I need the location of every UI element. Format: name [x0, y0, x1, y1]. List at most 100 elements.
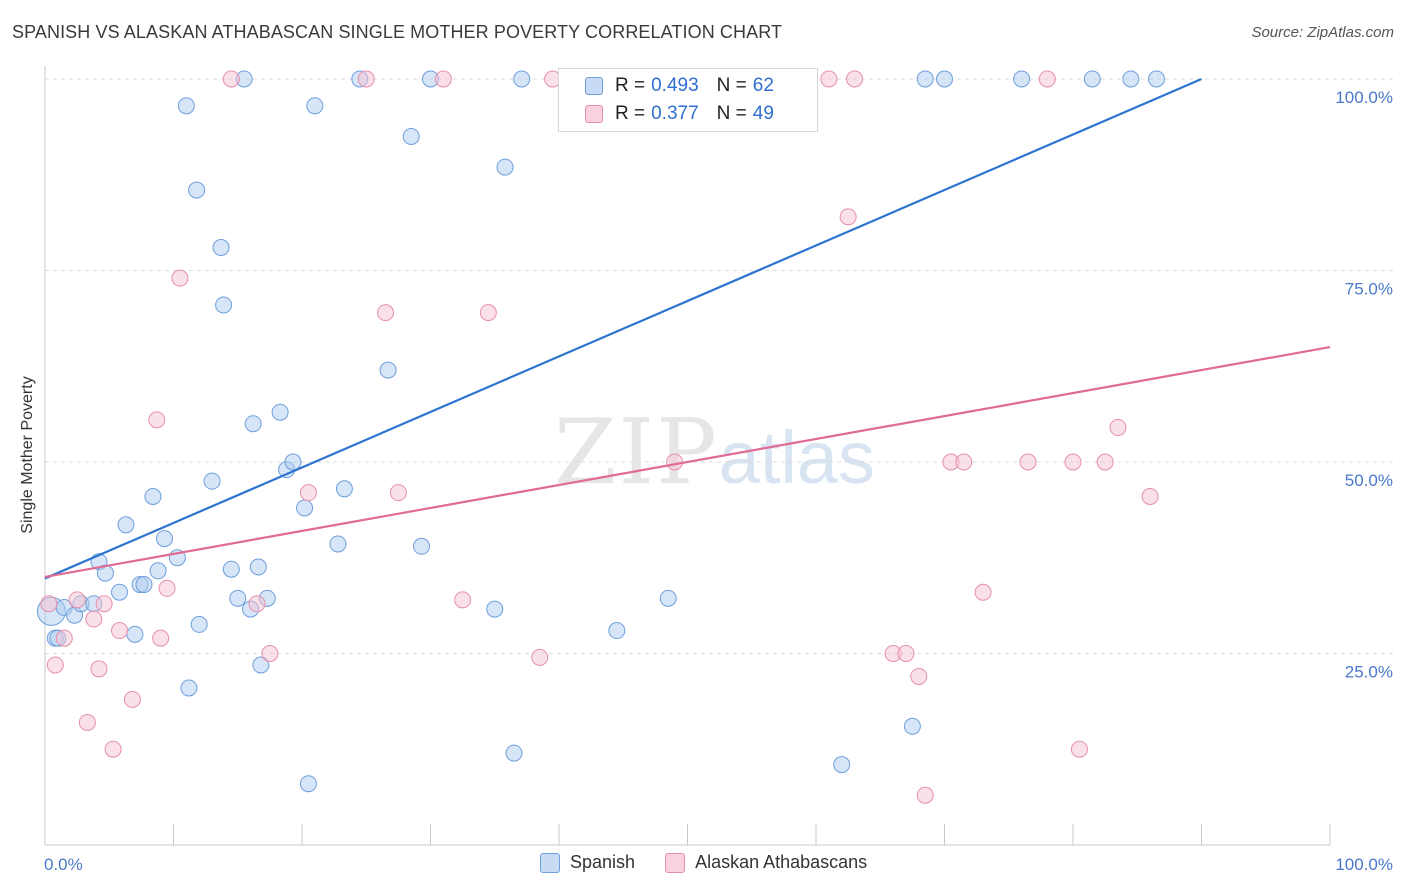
alaskan-point-38 — [916, 786, 934, 804]
spanish-point-46 — [513, 70, 531, 88]
spanish-point-13 — [135, 576, 153, 594]
alaskan-point-34 — [846, 70, 864, 88]
alaskan-point-9 — [111, 622, 129, 640]
spanish-point-45 — [505, 744, 523, 762]
alaskan-point-28 — [666, 453, 684, 471]
spanish-point-37 — [335, 480, 353, 498]
alaskan-point-41 — [974, 583, 992, 601]
spanish-point-61 — [177, 97, 195, 115]
alaskan-point-7 — [95, 595, 113, 613]
spanish-point-44 — [496, 158, 514, 176]
correlation-legend: R = 0.493 N = 62 R = 0.377 N = 49 — [558, 68, 818, 132]
spanish-point-60 — [252, 656, 270, 674]
spanish-point-41 — [413, 537, 431, 555]
spanish-point-34 — [296, 499, 314, 517]
alaskan-point-0 — [40, 595, 58, 613]
spanish-point-58 — [1148, 70, 1166, 88]
x-tick-label-0: 0.0% — [44, 855, 83, 874]
spanish-point-18 — [180, 679, 198, 697]
alaskan-point-13 — [158, 579, 176, 597]
alaskan-point-3 — [68, 591, 86, 609]
alaskan-point-21 — [389, 484, 407, 502]
watermark: ZIPatlas — [554, 400, 875, 505]
spanish-swatch — [585, 77, 603, 95]
alaskan-point-1 — [46, 656, 64, 674]
source-label: Source: ZipAtlas.com — [1251, 24, 1394, 41]
spanish-point-16 — [156, 530, 174, 548]
spanish-point-25 — [229, 589, 247, 607]
spanish-point-52 — [903, 717, 921, 735]
alaskan-point-23 — [454, 591, 472, 609]
alaskan-n-value: 49 — [752, 103, 774, 124]
spanish-point-36 — [329, 535, 347, 553]
spanish-point-39 — [379, 361, 397, 379]
chart-title: SPANISH VS ALASKAN ATHABASCAN SINGLE MOT… — [12, 22, 783, 42]
spanish-point-55 — [1013, 70, 1031, 88]
spanish-point-31 — [271, 403, 289, 421]
alaskan-point-5 — [85, 610, 103, 628]
spanish-point-28 — [244, 415, 262, 433]
spanish-trend-line — [44, 77, 1202, 580]
spanish-point-47 — [608, 622, 626, 640]
spanish-point-35 — [306, 97, 324, 115]
alaskan-point-6 — [90, 660, 108, 678]
alaskan-point-47 — [1109, 419, 1127, 437]
spanish-point-54 — [936, 70, 953, 88]
alaskan-legend-swatch — [665, 852, 686, 873]
spanish-n-value: 62 — [752, 75, 774, 96]
legend-item-spanish[interactable]: Spanish — [540, 852, 635, 873]
alaskan-point-44 — [1064, 453, 1082, 471]
alaskan-point-25 — [531, 648, 549, 666]
alaskan-swatch — [585, 105, 603, 123]
alaskan-point-36 — [897, 645, 915, 662]
alaskan-r-label: R = — [615, 103, 646, 124]
spanish-point-57 — [1122, 70, 1140, 88]
alaskan-point-17 — [261, 645, 279, 662]
spanish-point-40 — [402, 127, 420, 145]
spanish-point-22 — [212, 239, 230, 257]
spanish-point-23 — [215, 296, 233, 314]
spanish-point-9 — [111, 583, 129, 601]
y-tick-label-100: 100.0% — [1335, 88, 1393, 107]
alaskan-point-46 — [1096, 453, 1114, 471]
spanish-legend-swatch — [540, 852, 560, 873]
x-tick-label-100: 100.0% — [1335, 855, 1393, 874]
spanish-point-10 — [117, 516, 135, 534]
spanish-r-value: 0.493 — [651, 75, 699, 96]
spanish-point-20 — [190, 615, 208, 633]
spanish-point-29 — [249, 558, 267, 576]
spanish-point-19 — [188, 181, 206, 199]
alaskan-point-45 — [1070, 740, 1088, 758]
spanish-point-48 — [659, 589, 677, 607]
legend-item-alaskan[interactable]: Alaskan Athabascans — [665, 852, 867, 873]
spanish-point-43 — [486, 600, 504, 618]
alaskan-n-label: N = — [716, 103, 747, 124]
alaskan-point-4 — [78, 713, 96, 731]
watermark-zip: ZIP — [554, 400, 719, 505]
spanish-point-59 — [299, 775, 317, 793]
alaskan-point-14 — [171, 269, 189, 287]
alaskan-point-48 — [1141, 487, 1159, 505]
spanish-point-53 — [916, 70, 934, 88]
alaskan-point-10 — [123, 690, 141, 708]
alaskan-point-18 — [299, 484, 317, 502]
series-legend: Spanish Alaskan Athabascans — [540, 852, 897, 873]
alaskan-point-24 — [479, 304, 497, 322]
y-tick-label-75: 75.0% — [1345, 280, 1393, 299]
spanish-point-33 — [284, 453, 302, 471]
y-tick-label-25: 25.0% — [1345, 663, 1393, 682]
spanish-legend-label: Spanish — [570, 852, 636, 872]
y-tick-label-50: 50.0% — [1345, 471, 1393, 490]
legend-row-alaskan: R = 0.377 N = 49 — [585, 101, 774, 127]
spanish-point-14 — [144, 487, 162, 505]
alaskan-point-43 — [1038, 70, 1056, 88]
alaskan-point-16 — [248, 595, 266, 613]
alaskan-point-19 — [357, 70, 375, 88]
spanish-r-label: R = — [615, 75, 646, 96]
watermark-atlas: atlas — [718, 416, 875, 499]
spanish-point-15 — [149, 562, 167, 580]
spanish-n-label: N = — [716, 75, 747, 96]
alaskan-r-value: 0.377 — [651, 103, 699, 124]
legend-row-spanish: R = 0.493 N = 62 — [585, 73, 774, 99]
